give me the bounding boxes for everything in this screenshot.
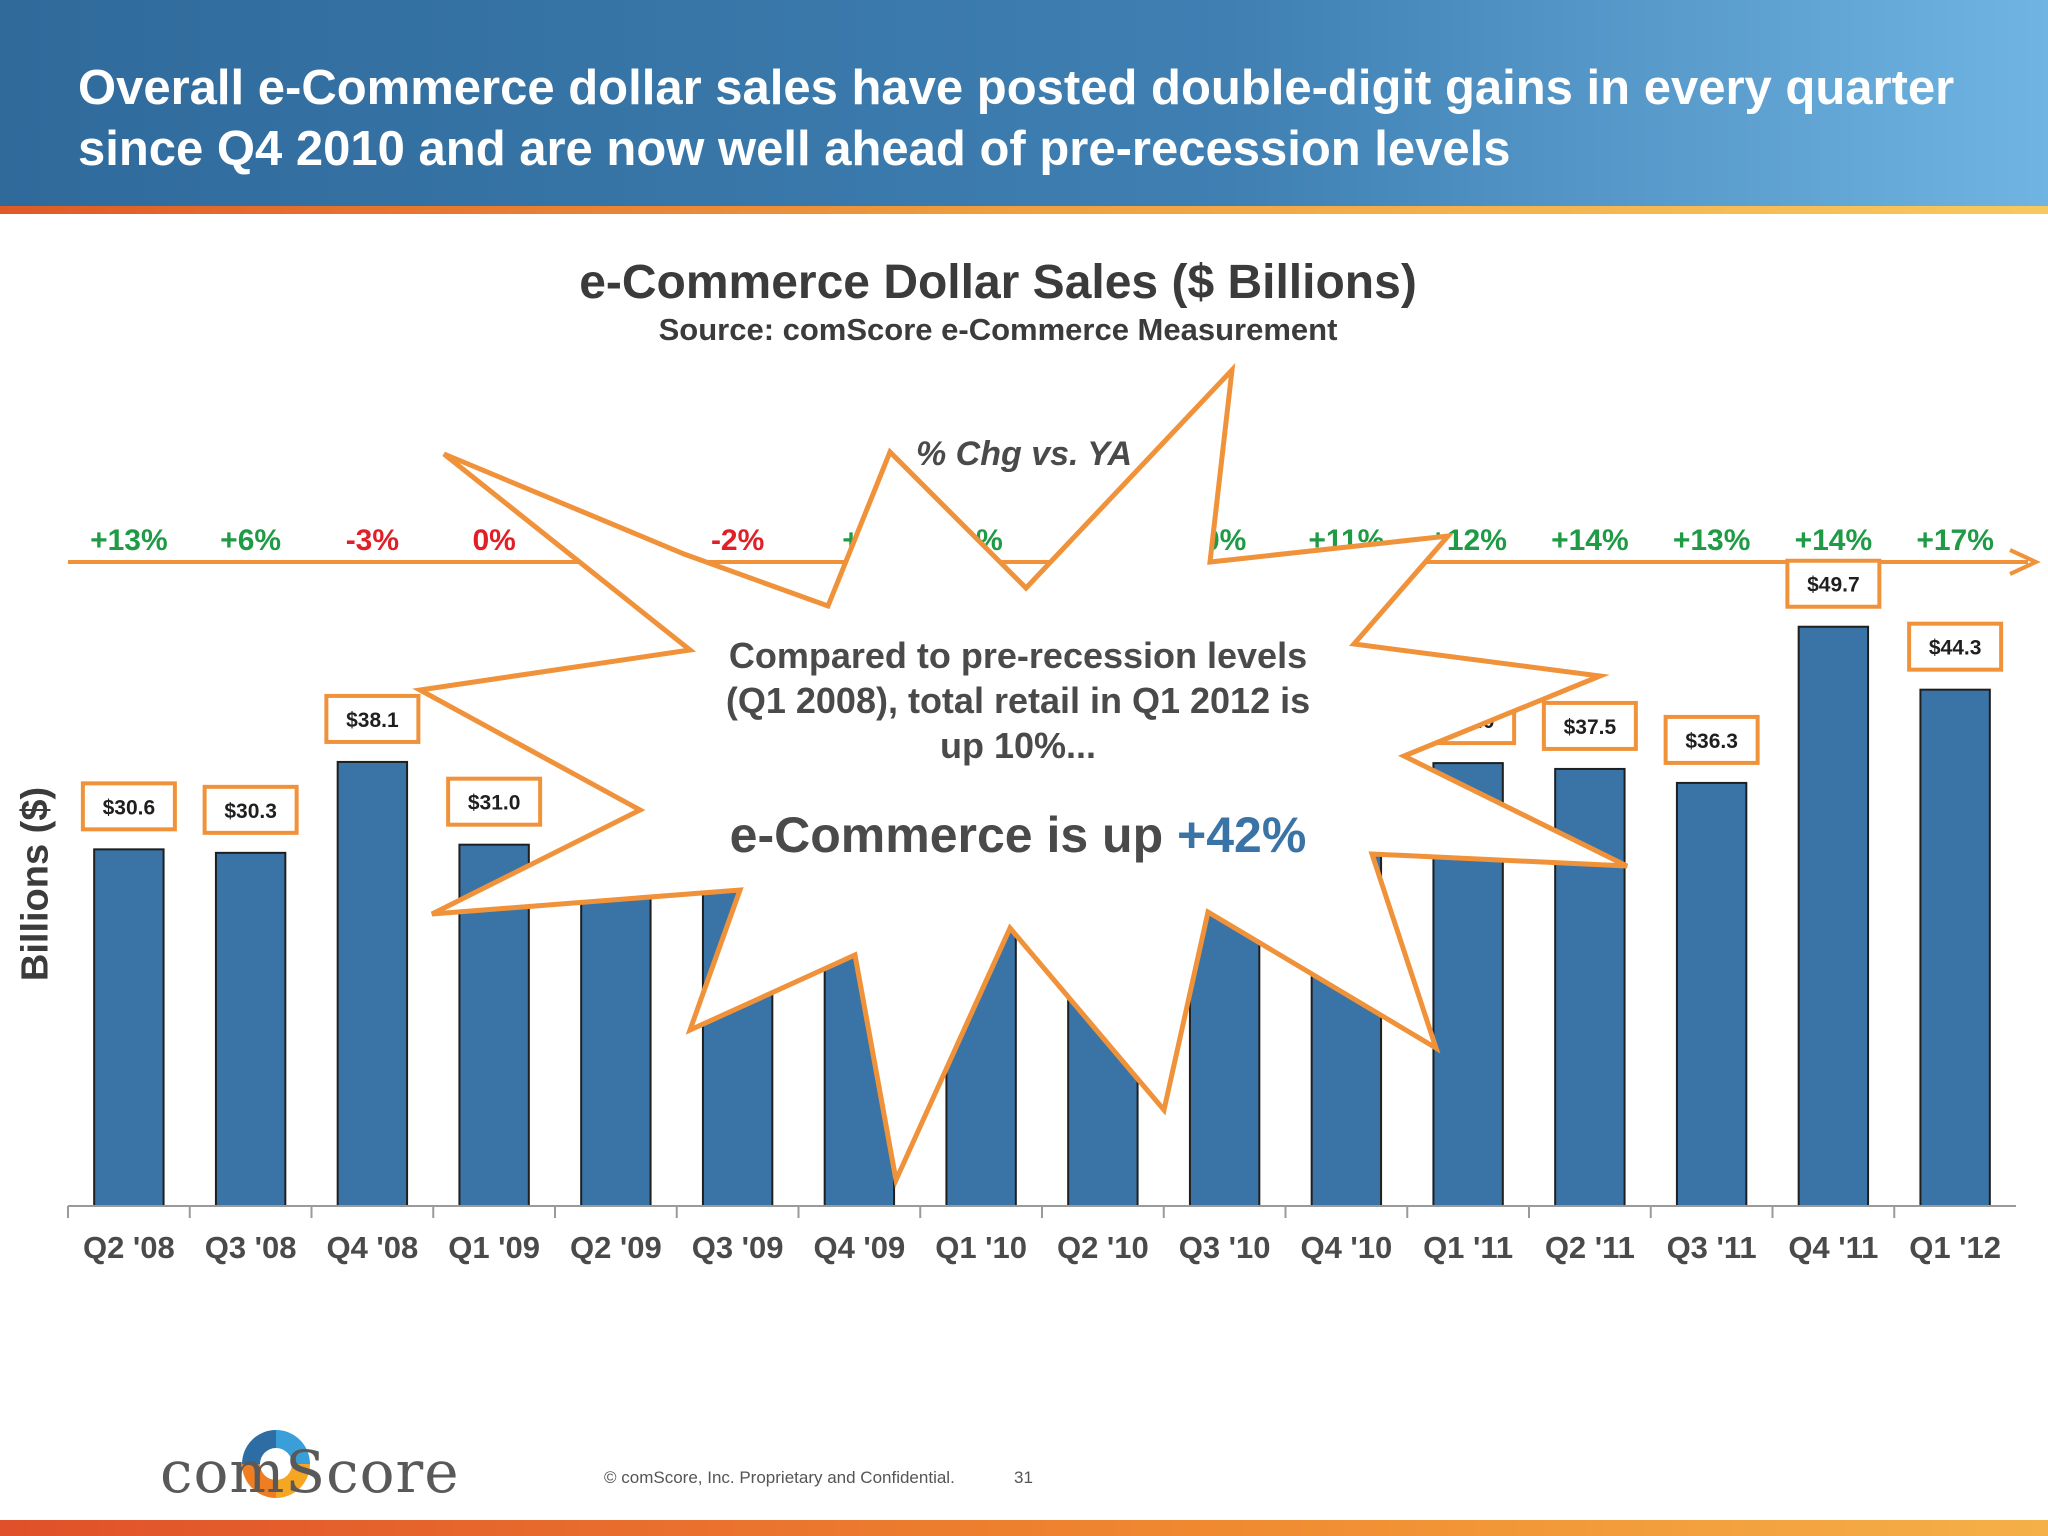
x-tick-label: Q3 '11 <box>1667 1230 1757 1265</box>
pct-change-label: -3% <box>346 524 399 557</box>
logo-wordmark: comScore <box>160 1438 460 1506</box>
pct-change-label: +14% <box>1795 524 1873 557</box>
value-label-box <box>1785 558 1882 609</box>
x-tick-label: Q3 '08 <box>205 1230 297 1265</box>
bar-q308 <box>214 851 287 1207</box>
value-label: $36.3 <box>1685 730 1738 753</box>
pct-change-label: +14% <box>1551 524 1629 557</box>
value-label-box <box>202 784 299 835</box>
bar-q411 <box>1797 625 1870 1207</box>
callout-burst: Compared to pre-recession levels(Q1 2008… <box>412 362 1629 1189</box>
pct-change-label: +17% <box>1916 524 1994 557</box>
x-axis: Q2 '08 Q3 '08 Q4 '08 Q1 '09 Q2 '09 Q3 '09 Q4 '… <box>67 1205 2016 1265</box>
value-label: $30.3 <box>224 800 277 823</box>
x-tick-label: Q2 '10 <box>1057 1230 1149 1265</box>
page-number: 31 <box>1014 1468 1033 1487</box>
x-tick-label: Q2 '09 <box>570 1230 662 1265</box>
pct-change-label: +13% <box>90 524 168 557</box>
y-axis-title: Billions ($) <box>14 786 57 982</box>
callout-text-line: Compared to pre-recession levels <box>729 635 1307 676</box>
value-label-box <box>446 776 543 827</box>
comscore-logo-icon <box>242 1430 310 1498</box>
callout-text-line: (Q1 2008), total retail in Q1 2012 is <box>726 680 1310 721</box>
value-label-box <box>1663 714 1760 765</box>
value-label-box <box>80 781 177 832</box>
bar-q311 <box>1675 781 1748 1207</box>
value-label: $38.1 <box>346 709 399 732</box>
x-tick-label: Q1 '11 <box>1423 1230 1513 1265</box>
page-title: Overall e-Commerce dollar sales have pos… <box>78 61 1955 176</box>
change-line-label: % Chg vs. YA <box>916 435 1132 473</box>
pct-change-labels: +13%+6%-3%0%-2%+30%0%+11%+12%+14%+13%+14… <box>90 524 1994 557</box>
x-tick-label: Q1 '10 <box>935 1230 1027 1265</box>
x-tick-label: Q3 '10 <box>1179 1230 1271 1265</box>
x-tick-label: Q4 '10 <box>1300 1230 1392 1265</box>
callout-headline-text: e-Commerce is up <box>730 807 1177 863</box>
copyright-notice: © comScore, Inc. Proprietary and Confide… <box>604 1468 955 1487</box>
value-label: $49.7 <box>1807 574 1860 597</box>
x-tick-label: Q3 '09 <box>692 1230 784 1265</box>
value-label: $31.0 <box>468 792 521 815</box>
header-banner: Overall e-Commerce dollar sales have pos… <box>0 0 2048 206</box>
pct-change-label: +13% <box>1673 524 1751 557</box>
header-divider <box>0 206 2048 214</box>
x-tick-label: Q1 '09 <box>448 1230 540 1265</box>
value-label-box <box>324 693 421 744</box>
pct-change-label: +6% <box>220 524 281 557</box>
pct-change-label: 0% <box>472 524 515 557</box>
x-tick-label: Q2 '11 <box>1545 1230 1635 1265</box>
x-tick-label: Q1 '12 <box>1909 1230 2001 1265</box>
value-label: $44.3 <box>1929 637 1982 660</box>
callout-burst-shape <box>412 362 1629 1189</box>
footer-divider <box>0 1520 2048 1536</box>
callout-headline: e-Commerce is up +42% <box>730 807 1307 863</box>
bar-q112 <box>1919 688 1991 1207</box>
x-tick-label: Q4 '11 <box>1788 1230 1878 1265</box>
bar-q208 <box>93 848 165 1208</box>
chart-title: e-Commerce Dollar Sales ($ Billions) <box>579 256 1417 309</box>
bar-q408 <box>336 760 409 1207</box>
value-label: $37.5 <box>1564 716 1617 739</box>
change-line-arrow <box>2009 548 2041 576</box>
chart-subtitle: Source: comScore e-Commerce Measurement <box>659 312 1338 347</box>
value-label-box <box>1907 621 2004 672</box>
x-tick-label: Q2 '08 <box>83 1230 175 1265</box>
x-tick-label: Q4 '08 <box>326 1230 418 1265</box>
callout-text-line: up 10%... <box>940 725 1096 766</box>
value-label: $30.6 <box>103 796 156 819</box>
callout-headline-value: +42% <box>1177 807 1306 863</box>
x-tick-label: Q4 '09 <box>813 1230 905 1265</box>
value-label-box <box>1541 700 1638 751</box>
pct-change-label: -2% <box>711 524 764 557</box>
